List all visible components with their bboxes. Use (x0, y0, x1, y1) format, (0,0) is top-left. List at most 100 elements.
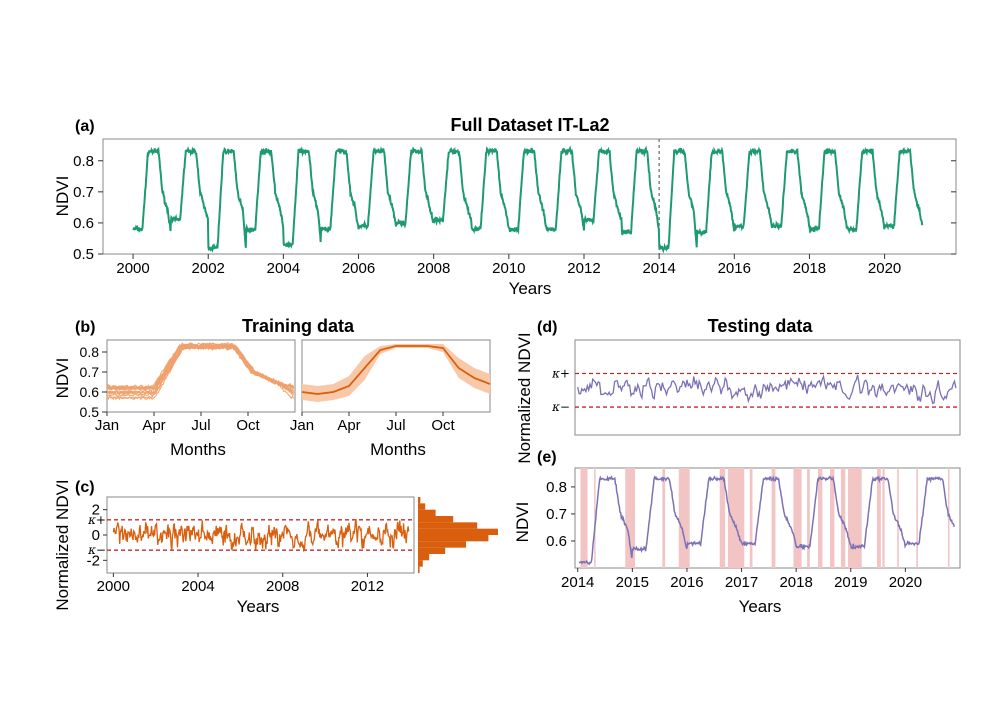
panel-c-xlabel: Years (237, 597, 280, 616)
training-year-curve (106, 343, 294, 390)
panel-a-ytick-label: 0.7 (73, 184, 94, 201)
panel-e: (e) 0.60.70.8 2014 2015 2016 2017 2018 2019 20… (513, 449, 961, 616)
histogram-bar (418, 503, 426, 510)
panel-a-xtick-label: 2010 (492, 260, 525, 277)
training-year-curve (106, 343, 294, 391)
training-mean-curve (301, 345, 491, 395)
anomaly-span (882, 468, 885, 568)
training-year-curve (106, 341, 295, 391)
panel-b-ytick-label: 0.7 (80, 364, 100, 380)
training-year-curves (106, 341, 295, 401)
panel-b-xtick-label: Apr (142, 417, 165, 434)
anomaly-span (840, 468, 846, 568)
panel-b-xlabel-right: Months (370, 440, 426, 459)
panel-c-normalized-series (112, 519, 410, 553)
panel-c-kappa-minus-label: κ− (87, 543, 106, 557)
panel-a-ytick-label: 0.8 (73, 153, 94, 170)
training-year-curve (106, 345, 295, 391)
panel-d: (d) Testing data κ+ κ− Normalized NDVI (515, 316, 961, 464)
histogram-bar (418, 535, 489, 542)
histogram-bar (418, 554, 430, 561)
panel-c-ytick-label: 0 (92, 527, 100, 544)
panel-e-xtick-label: 2020 (889, 574, 922, 591)
panel-b-y-ticks: 0.5 0.6 0.7 0.8 (80, 344, 107, 420)
panel-a-x-ticks: 2000 2002 2004 2006 2008 2010 2012 2014 2016 2018… (116, 254, 901, 277)
panel-b-xtick-label: Oct (236, 417, 260, 434)
panel-a-ndvi-series (132, 145, 924, 254)
panel-c-kappa-plus-label: κ+ (87, 513, 106, 527)
panel-e-xtick-label: 2017 (725, 574, 758, 591)
panel-d-kappa-plus-label: κ+ (551, 367, 570, 381)
panel-a-xtick-label: 2016 (718, 260, 751, 277)
histogram-bar (418, 522, 478, 529)
histogram-bar (418, 497, 421, 504)
panel-a: (a) Full Dataset IT-La2 0.5 0.6 0.7 0.8 200… (53, 115, 957, 298)
panel-d-kappa-minus-label: κ− (551, 400, 570, 414)
panel-b-xlabel-left: Months (170, 440, 226, 459)
panel-b-xtick-label: Jan (95, 417, 119, 434)
histogram-bar (418, 509, 436, 516)
anomaly-span (818, 468, 823, 568)
panel-d-ylabel: Normalized NDVI (515, 332, 534, 463)
panel-e-ndvi-series (578, 474, 955, 566)
panel-a-xtick-label: 2018 (793, 260, 826, 277)
panel-a-tag: (a) (75, 118, 95, 135)
panel-c-ylabel: Normalized NDVI (53, 479, 72, 610)
panel-b-ytick-label: 0.8 (80, 344, 100, 360)
anomaly-span (594, 468, 596, 568)
panel-e-xtick-label: 2016 (670, 574, 703, 591)
training-year-curve (106, 344, 295, 391)
anomaly-span (807, 468, 810, 568)
anomaly-span (749, 468, 753, 568)
histogram-bar (418, 516, 454, 523)
panel-c-xtick-label: 2008 (266, 578, 299, 595)
panel-e-ytick-label: 0.8 (546, 479, 567, 496)
panel-d-title: Testing data (708, 316, 814, 336)
anomaly-span (771, 468, 776, 568)
panel-e-frame (574, 467, 961, 569)
panel-c-xtick-label: 2012 (351, 578, 384, 595)
anomaly-span (727, 468, 745, 568)
panel-e-tag: (e) (537, 449, 557, 466)
panel-a-xtick-label: 2002 (192, 260, 225, 277)
histogram-bar (418, 566, 420, 573)
panel-e-ytick-label: 0.6 (546, 533, 567, 550)
anomaly-span (719, 468, 726, 568)
panel-d-frame (574, 339, 961, 436)
histogram-bar (418, 560, 423, 567)
panel-a-xtick-label: 2006 (342, 260, 375, 277)
histogram-bar (418, 541, 466, 548)
anomaly-span (916, 468, 918, 568)
panel-b-ytick-label: 0.5 (80, 404, 100, 420)
panel-a-ytick-label: 0.5 (73, 246, 94, 263)
panel-d-normalized-series (577, 374, 957, 405)
anomaly-span (830, 468, 835, 568)
panel-c-y-ticks: 2 0 -2 (87, 502, 107, 569)
panel-b-xtick-label: Oct (431, 417, 455, 434)
anomaly-span (876, 468, 881, 568)
panel-b-xtick-label: Jul (191, 417, 210, 434)
panel-c-xtick-label: 2004 (181, 578, 214, 595)
panel-e-ytick-label: 0.7 (546, 506, 567, 523)
panel-b: (b) Training data 0.5 0.6 0.7 0.8 Jan Jan Apr… (53, 316, 491, 459)
panel-c-ytick-label: 2 (92, 502, 100, 519)
panel-e-xtick-label: 2015 (616, 574, 649, 591)
histogram-bar (418, 547, 446, 554)
panel-b-tag: (b) (75, 319, 95, 336)
panel-a-ylabel: NDVI (53, 176, 72, 217)
anomaly-span (897, 468, 899, 568)
panel-a-ytick-label: 0.6 (73, 215, 94, 232)
panel-b-xtick-label: Jul (386, 417, 405, 434)
anomaly-span (625, 468, 636, 568)
panel-c-xtick-label: 2000 (97, 578, 130, 595)
panel-e-x-ticks: 2014 2015 2016 2017 2018 2019 2020 (561, 568, 922, 591)
panel-b-x-ticks: Jan Jan Apr Apr Jul Jul Oct Oct (95, 412, 455, 434)
panel-a-title: Full Dataset IT-La2 (450, 115, 609, 135)
panel-a-y-ticks: 0.5 0.6 0.7 0.8 (73, 153, 956, 263)
training-envelope-band (302, 344, 490, 402)
panel-a-xtick-label: 2020 (868, 260, 901, 277)
panel-b-title: Training data (242, 316, 355, 336)
panel-e-ylabel: NDVI (513, 502, 532, 543)
anomaly-span (947, 468, 950, 568)
